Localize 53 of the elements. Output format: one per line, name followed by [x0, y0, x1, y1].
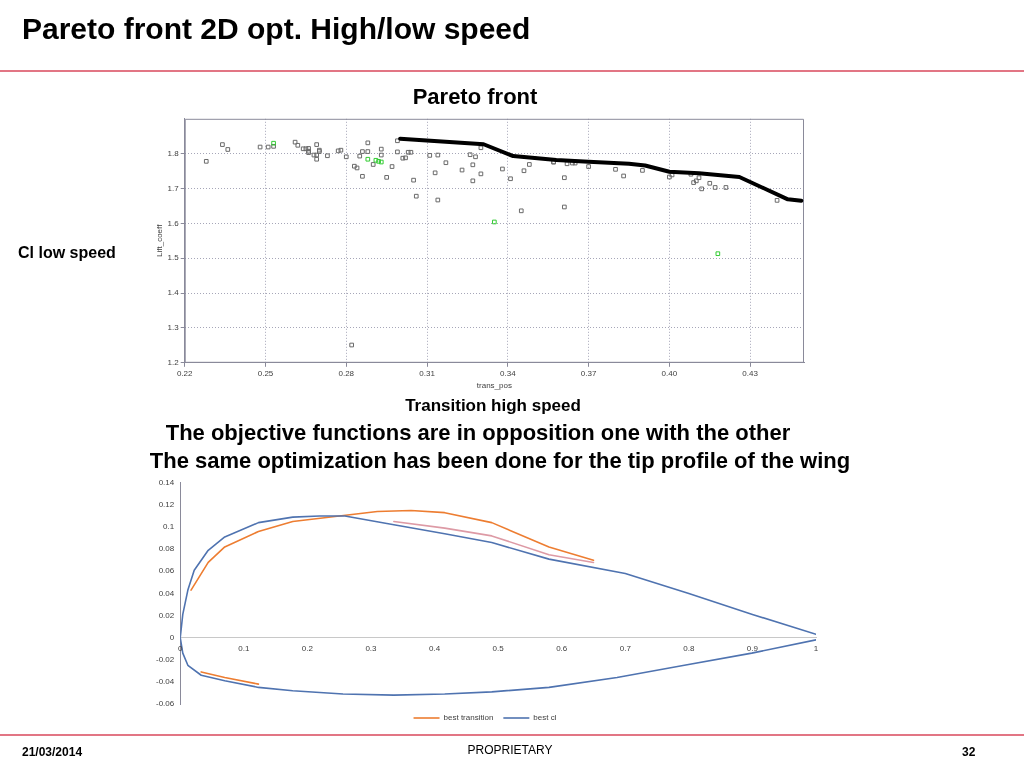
- x-tick-label: 0.9: [746, 643, 759, 653]
- x-tick-label: 0.6: [556, 643, 568, 653]
- y-tick-label: 0.02: [158, 610, 175, 620]
- x-tick-label: 0.22: [176, 368, 194, 378]
- text: Transition high speed: [405, 396, 581, 416]
- x-tick-label: 0.1: [238, 643, 250, 653]
- x-tick-label: 0.31: [419, 368, 436, 378]
- point: [715, 251, 721, 257]
- x-tick-label: 0.37: [580, 368, 597, 378]
- x-tick-label: 0.28: [338, 368, 355, 378]
- y-tick-label: 0.14: [158, 478, 175, 487]
- chart-subtitle: Pareto front: [412, 84, 538, 110]
- text: Cl low speed: [18, 244, 116, 263]
- y-tick-label: 1.8: [167, 148, 180, 158]
- y-tick-label: 0: [169, 632, 175, 642]
- x-tick-label: 0.3: [365, 643, 378, 653]
- y-tick-label: 0.04: [158, 588, 175, 598]
- y-tick-label: 1.6: [167, 218, 180, 228]
- y-tick-label: 0.06: [158, 566, 175, 576]
- x-tick-label: 0.8: [683, 643, 695, 653]
- text: The same optimization has been done for the tip profile of the wing: [149, 448, 851, 474]
- y-tick-label: 0.1: [163, 522, 175, 532]
- text: PROPRIETARY: [467, 743, 553, 758]
- y-tick-label: 1.2: [167, 358, 180, 367]
- y-tick-label: -0.06: [156, 699, 175, 709]
- y-tick-label: 0.12: [158, 500, 175, 510]
- text: 32: [962, 745, 976, 760]
- chart-title: Pareto front 2D opt. High/low speed: [22, 12, 531, 47]
- y-tick-label: 1.4: [167, 288, 180, 298]
- y-tick-label: 0.08: [158, 544, 175, 554]
- y-tick-label: -0.02: [156, 654, 175, 664]
- x-axis-title: trans_pos: [476, 381, 512, 391]
- x-tick-label: 0.5: [492, 643, 505, 653]
- y-tick-label: -0.04: [156, 677, 175, 687]
- x-tick-label: 0.25: [257, 368, 274, 378]
- legend-label: best cl: [533, 713, 557, 723]
- x-tick-label: 0.7: [619, 643, 632, 653]
- y-tick-label: 1.3: [167, 323, 180, 333]
- text: The objective functions are in opposition one with the other: [165, 420, 791, 446]
- point: [271, 140, 276, 146]
- point: [365, 156, 371, 162]
- point: [492, 219, 497, 225]
- y-tick-label: 1.7: [167, 183, 180, 193]
- x-tick-label: 0.43: [742, 368, 759, 378]
- x-tick-label: 1: [813, 643, 819, 653]
- x-tick-label: 0.34: [500, 368, 517, 378]
- x-tick-label: 0.40: [661, 368, 678, 378]
- y-tick-label: 1.5: [167, 253, 180, 263]
- y-axis-title: Lift_coeff: [155, 223, 164, 257]
- x-tick-label: 0.4: [428, 643, 441, 653]
- x-tick-label: 0.2: [301, 643, 314, 653]
- text: 21/03/2014: [22, 745, 83, 760]
- legend-label: best transition: [443, 713, 494, 723]
